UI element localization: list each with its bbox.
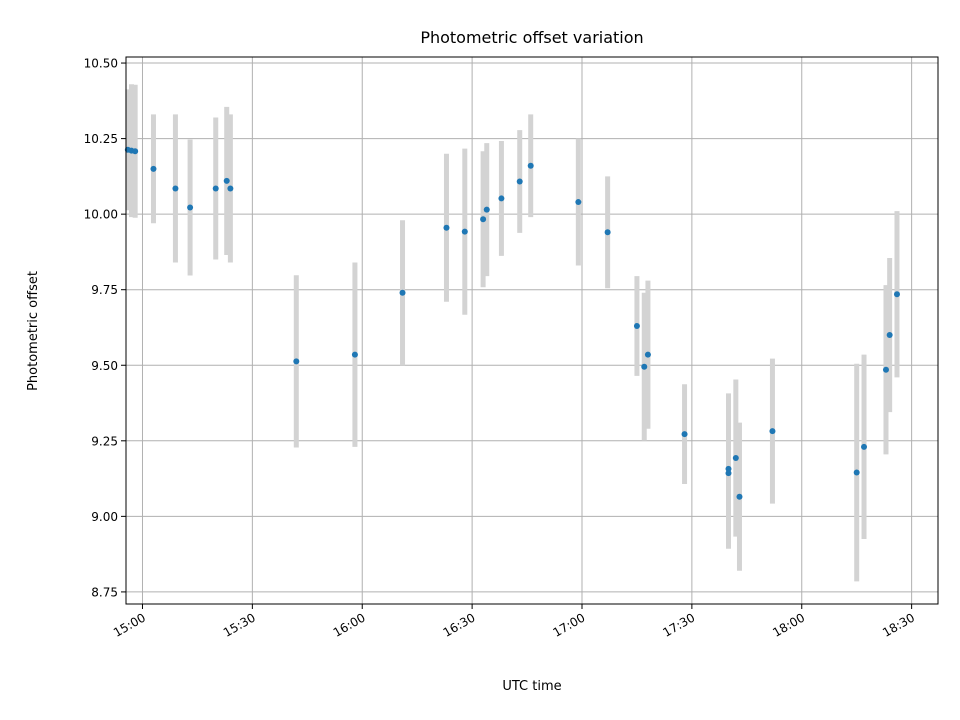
data-point	[853, 469, 860, 476]
plot-frame	[125, 56, 939, 605]
data-point	[769, 428, 776, 435]
y-axis-label: Photometric offset	[26, 271, 41, 391]
data-point	[725, 465, 732, 472]
data-point	[732, 455, 739, 462]
x-axis-label: UTC time	[502, 679, 561, 694]
data-point	[893, 291, 900, 298]
data-point	[483, 206, 490, 213]
y-tick-label: 9.75	[91, 283, 118, 297]
data-point	[725, 470, 732, 477]
data-point	[604, 229, 611, 236]
y-tick-label: 9.25	[91, 434, 118, 448]
data-point	[498, 195, 505, 202]
y-tick-label: 10.50	[84, 57, 118, 71]
data-point	[399, 289, 406, 296]
data-point	[443, 224, 450, 231]
data-point	[212, 185, 219, 192]
data-point	[293, 358, 300, 365]
data-point	[150, 165, 157, 172]
data-point	[861, 443, 868, 450]
data-point	[575, 199, 582, 206]
data-point	[736, 493, 743, 500]
y-tick-label: 10.00	[84, 208, 118, 222]
data-point	[480, 216, 487, 223]
data-point	[633, 322, 640, 329]
data-point	[516, 178, 523, 185]
y-tick-label: 9.50	[91, 359, 118, 373]
data-point	[227, 185, 234, 192]
data-point	[641, 363, 648, 370]
y-tick-label: 8.75	[91, 585, 118, 599]
data-point	[681, 431, 688, 438]
data-point	[644, 351, 651, 358]
chart-title: Photometric offset variation	[420, 28, 643, 47]
data-point	[351, 351, 358, 358]
data-point	[882, 366, 889, 373]
y-tick-label: 9.00	[91, 510, 118, 524]
data-point	[223, 177, 230, 184]
data-point	[172, 185, 179, 192]
data-point	[187, 204, 194, 211]
data-point	[461, 228, 468, 235]
data-point	[132, 148, 139, 155]
data-point	[886, 332, 893, 339]
y-tick-label: 10.25	[84, 132, 118, 146]
data-points	[124, 146, 900, 500]
data-point	[527, 162, 534, 169]
